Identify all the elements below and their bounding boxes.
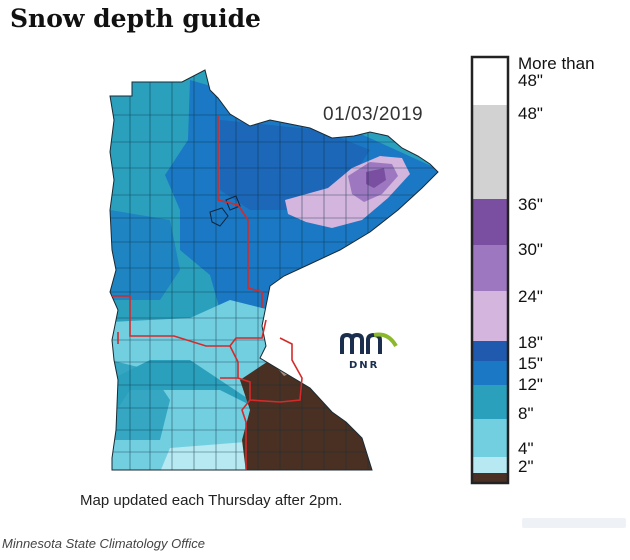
legend-label-18: 18" xyxy=(518,333,543,352)
legend-label-2: 2" xyxy=(518,457,534,476)
legend-swatch-15-18 xyxy=(472,341,508,361)
snow-depth-legend xyxy=(470,55,510,485)
legend-label-24: 24" xyxy=(518,287,543,306)
legend-label-15: 15" xyxy=(518,354,543,373)
legend-label-30: 30" xyxy=(518,240,543,259)
legend-swatch-0-2 xyxy=(472,473,508,483)
legend-swatch-more-than-48 xyxy=(472,57,508,105)
legend-label-12: 12" xyxy=(518,375,543,394)
legend-label-36: 36" xyxy=(518,195,543,214)
legend-label-more-than: More than xyxy=(518,54,595,73)
legend-swatch-12-15 xyxy=(472,361,508,385)
legend-swatch-30-36 xyxy=(472,199,508,245)
legend-label-8: 8" xyxy=(518,404,534,423)
legend-swatch-36-48 xyxy=(472,105,508,199)
legend-label-48: 48" xyxy=(518,104,543,123)
page-title: Snow depth guide xyxy=(10,4,261,33)
legend-label-4: 4" xyxy=(518,439,534,458)
dnr-logo xyxy=(340,332,398,354)
map-date: 01/03/2019 xyxy=(323,104,424,125)
minnesota-snow-depth-map xyxy=(109,69,439,471)
legend-swatch-2-4 xyxy=(472,457,508,473)
legend-label-more-than-48: 48" xyxy=(518,71,543,90)
legend-swatch-18-24 xyxy=(472,291,508,341)
image-credit: Minnesota State Climatology Office xyxy=(2,536,206,551)
legend-swatch-4-8 xyxy=(472,419,508,457)
legend-swatch-24-30 xyxy=(472,245,508,291)
faint-caption-bar xyxy=(522,518,626,528)
legend-swatch-8-12 xyxy=(472,385,508,419)
update-note: Map updated each Thursday after 2pm. xyxy=(80,492,343,509)
dnr-logo-text: DNR xyxy=(349,360,380,371)
